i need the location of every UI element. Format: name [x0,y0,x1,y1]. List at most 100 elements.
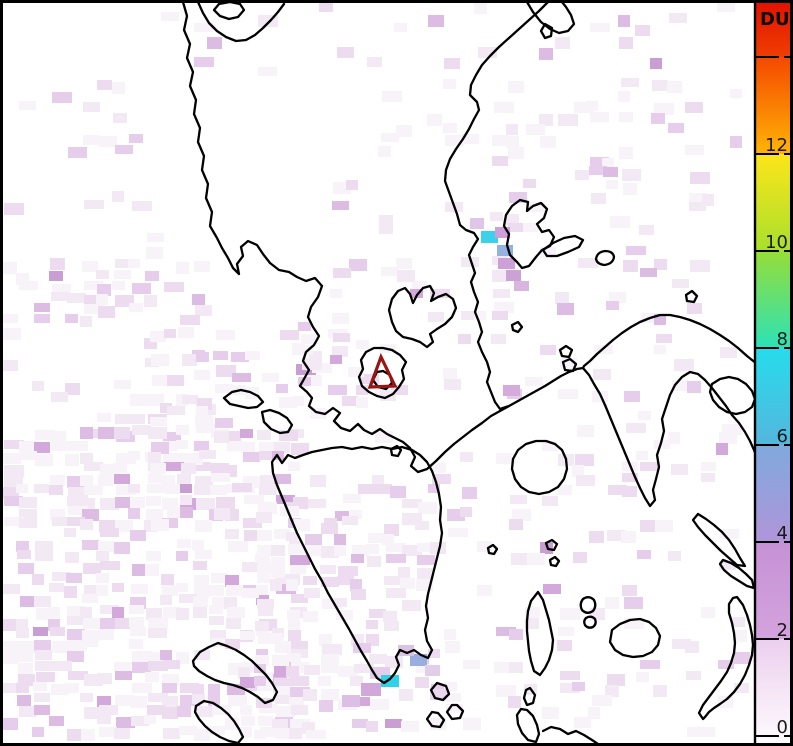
swath-pixel [400,578,415,589]
swath-pixel [161,12,179,21]
swath-pixel [112,191,124,202]
swath-pixel [195,415,213,426]
swath-pixel [490,212,503,221]
colorbar-tick-label: 10 [765,232,788,253]
swath-pixel [734,652,750,664]
swath-pixel [195,520,212,532]
swath-pixel [207,37,222,49]
colorbar-gradient [756,2,791,744]
swath-pixel [192,540,204,550]
swath-pixel [685,102,703,113]
swath-pixel [257,545,274,556]
swath-pixel [463,718,481,730]
coastline-romblon-a [579,596,597,614]
swath-pixel [689,193,707,204]
coastline-island-oval-east [594,249,616,267]
swath-pixel [150,463,166,474]
swath-pixel [48,607,60,618]
coastline-ilin-islet [429,681,451,702]
swath-pixel [18,651,33,662]
coastline-bicol-north-coast [581,313,759,370]
swath-pixel [162,707,178,719]
swath-pixel [4,440,24,449]
swath-pixel [82,509,99,521]
swath-pixel [444,379,461,390]
swath-pixel [605,685,619,697]
swath-pixel [2,641,19,653]
swath-pixel [224,597,237,609]
swath-pixel [384,576,400,585]
swath-pixel [577,425,594,437]
swath-pixel [322,599,342,609]
swath-pixel [460,507,472,517]
swath-pixel [608,485,627,495]
swath-pixel [593,369,611,380]
swath-pixel [656,334,672,343]
swath-pixel [84,485,103,495]
swath-pixel [287,653,301,662]
swath-pixel [260,727,279,737]
swath-pixel [35,454,53,466]
swath-pixel [147,394,164,406]
swath-pixel [176,551,188,561]
swath-pixel [398,567,410,578]
coastline-culion [193,699,245,745]
swath-pixel [494,662,510,673]
swath-pixel [274,666,294,677]
swath-pixel [367,57,382,67]
volcano-triangle-marker [367,352,398,389]
swath-pixel [2,652,18,664]
swath-pixel [146,247,163,259]
swath-pixel [492,156,508,166]
swath-pixel [618,15,630,27]
swath-pixel [196,424,216,433]
swath-pixel [271,567,285,578]
swath-pixel [330,355,342,364]
swath-pixel [356,340,369,349]
swath-pixel [68,640,87,651]
swath-pixel [194,370,210,380]
swath-pixel [391,385,408,395]
swath-pixel [624,391,640,402]
swath-pixel [129,639,143,649]
swath-pixel [415,677,429,688]
swath-pixel [540,247,556,258]
swath-pixel [244,495,264,504]
swath-pixel [114,542,130,554]
swath-pixel [68,441,88,451]
swath-pixel [114,474,130,484]
swath-pixel [557,303,574,315]
swath-pixel [148,628,167,638]
swath-pixel [540,345,556,355]
swath-pixel [637,550,651,559]
swath-pixel [144,295,157,307]
swath-pixel [430,289,450,298]
swath-pixel [636,451,648,460]
swath-pixel [162,518,178,528]
swath-pixel [259,451,277,460]
swath-pixel [279,430,298,441]
swath-pixel [258,502,277,514]
swath-pixel [98,306,115,318]
swath-pixel [638,411,651,420]
swath-pixel [270,579,282,591]
swath-pixel [255,554,270,563]
colorbar-tick-label: 4 [777,523,788,544]
swath-pixel [194,23,213,32]
swath-pixel [333,268,351,278]
swath-pixel [346,180,358,190]
swath-pixel [146,496,161,506]
swath-pixel [574,717,591,728]
swath-pixel [164,282,184,292]
swath-pixel [194,57,214,67]
swath-pixel [228,695,247,706]
swath-pixel [193,561,207,570]
swath-pixel [410,289,423,298]
swath-pixel [722,424,742,435]
swath-pixel [275,574,292,585]
swath-pixel [386,554,406,563]
swath-pixel [509,662,523,673]
colorbar-tick-labels: 12 10 8 6 4 2 0 [765,135,788,738]
swath-pixel [84,304,104,314]
